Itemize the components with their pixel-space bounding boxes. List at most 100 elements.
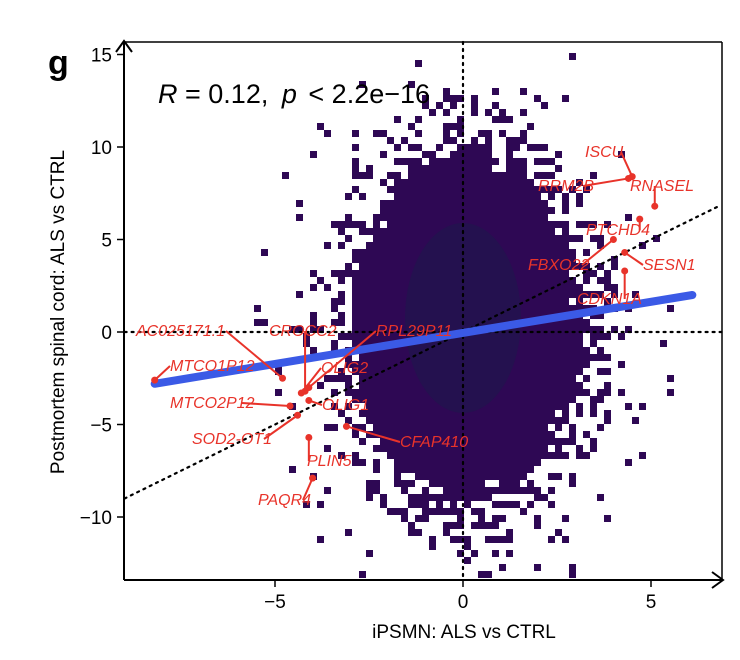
density-bin [499,130,506,137]
density-bin [415,459,422,466]
density-bin [450,410,457,417]
density-bin [415,193,422,200]
density-bin [527,389,534,396]
density-bin [464,557,471,564]
density-bin [548,452,555,459]
density-bin [394,312,401,319]
density-bin [506,200,513,207]
density-bin [345,333,352,340]
density-bin [471,109,478,116]
density-bin [443,186,450,193]
density-bin [429,165,436,172]
density-bin [548,172,555,179]
density-bin [464,151,471,158]
density-bin [520,137,527,144]
density-bin [513,256,520,263]
density-bin [408,368,415,375]
density-bin [527,452,534,459]
density-bin [387,228,394,235]
density-bin [541,200,548,207]
density-bin [429,445,436,452]
density-bin [520,438,527,445]
density-bin [450,424,457,431]
density-bin [303,340,310,347]
density-bin [436,438,443,445]
density-bin [373,459,380,466]
density-bin [408,165,415,172]
density-bin [478,438,485,445]
density-bin [415,501,422,508]
density-bin [380,179,387,186]
density-bin [576,200,583,207]
density-bin [485,459,492,466]
density-bin [513,235,520,242]
density-bin [541,403,548,410]
density-bin [366,263,373,270]
density-bin [520,305,527,312]
density-bin [429,438,436,445]
density-bin [401,263,408,270]
density-bin [408,207,415,214]
density-bin [471,522,478,529]
density-bin [408,256,415,263]
density-bin [520,354,527,361]
density-bin [450,501,457,508]
density-bin [485,137,492,144]
density-bin [394,214,401,221]
density-bin [576,347,583,354]
density-bin [569,473,576,480]
density-bin [492,116,499,123]
density-bin [457,494,464,501]
density-bin [380,249,387,256]
stat-annotation: R = 0.12, p < 2.2e−16 [158,79,430,109]
density-bin [387,445,394,452]
density-bin [401,480,408,487]
density-bin [569,284,576,291]
density-bin [380,389,387,396]
density-bin [394,221,401,228]
gene-point [609,236,617,243]
density-bin [338,298,345,305]
density-bin [429,207,436,214]
gene-point [297,389,305,397]
density-bin [520,424,527,431]
density-bin [436,466,443,473]
density-bin [548,305,555,312]
density-bin [324,130,331,137]
density-bin [380,347,387,354]
density-bin [436,193,443,200]
density-bin [401,298,408,305]
density-bin [520,347,527,354]
density-bin [576,305,583,312]
density-bin [408,529,415,536]
density-bin [422,508,429,515]
density-bin [436,403,443,410]
density-bin [569,235,576,242]
density-bin [548,319,555,326]
density-bin [478,417,485,424]
density-bin [457,487,464,494]
density-bin [394,431,401,438]
density-bin [555,319,562,326]
density-bin [387,354,394,361]
gene-label-ptchd4: PTCHD4 [586,222,650,239]
density-bin [478,522,485,529]
density-bin [436,179,443,186]
density-bin [366,382,373,389]
density-bin [520,109,527,116]
density-bin [429,424,436,431]
density-bin [485,228,492,235]
density-bin [436,144,443,151]
density-bin [541,431,548,438]
density-bin [562,305,569,312]
density-bin [373,375,380,382]
density-bin [548,361,555,368]
gene-point [294,411,302,419]
density-bin [548,473,555,480]
density-bin [583,221,590,228]
density-bin [534,431,541,438]
density-bin [401,375,408,382]
density-bin [429,228,436,235]
density-bin [394,347,401,354]
density-bin [443,130,450,137]
